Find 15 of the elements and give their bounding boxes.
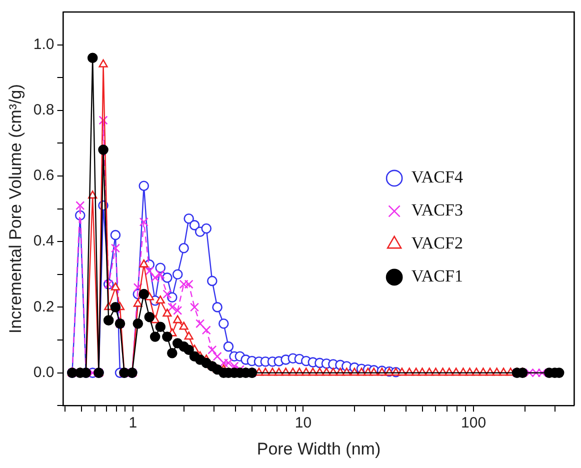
legend-label: VACF4 (411, 168, 464, 187)
y-axis-title: Incremental Pore Volume (cm³/g) (6, 84, 25, 334)
legend-label: VACF1 (411, 266, 463, 286)
y-tick-label: 0.6 (33, 167, 54, 184)
legend-label: VACF3 (411, 200, 463, 220)
y-tick-label: 0.4 (33, 232, 54, 250)
y-tick-label: 0.8 (33, 102, 54, 119)
y-tick-label: 0.0 (33, 364, 54, 381)
x-tick-label: 10 (294, 414, 312, 432)
y-tick-label: 0.2 (33, 298, 54, 316)
x-axis-title: Pore Width (nm) (256, 439, 381, 458)
y-tick-label: 1.0 (33, 36, 54, 53)
x-tick-label: 100 (461, 414, 486, 432)
x-tick-label: 1 (128, 414, 138, 432)
legend-label: VACF2 (411, 234, 463, 253)
